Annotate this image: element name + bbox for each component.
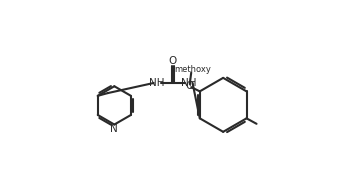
Text: O: O — [186, 81, 194, 91]
Text: N: N — [110, 124, 118, 134]
Text: methoxy: methoxy — [174, 65, 211, 74]
Text: NH: NH — [149, 78, 165, 88]
Text: O: O — [169, 57, 177, 66]
Text: NH: NH — [181, 78, 196, 88]
